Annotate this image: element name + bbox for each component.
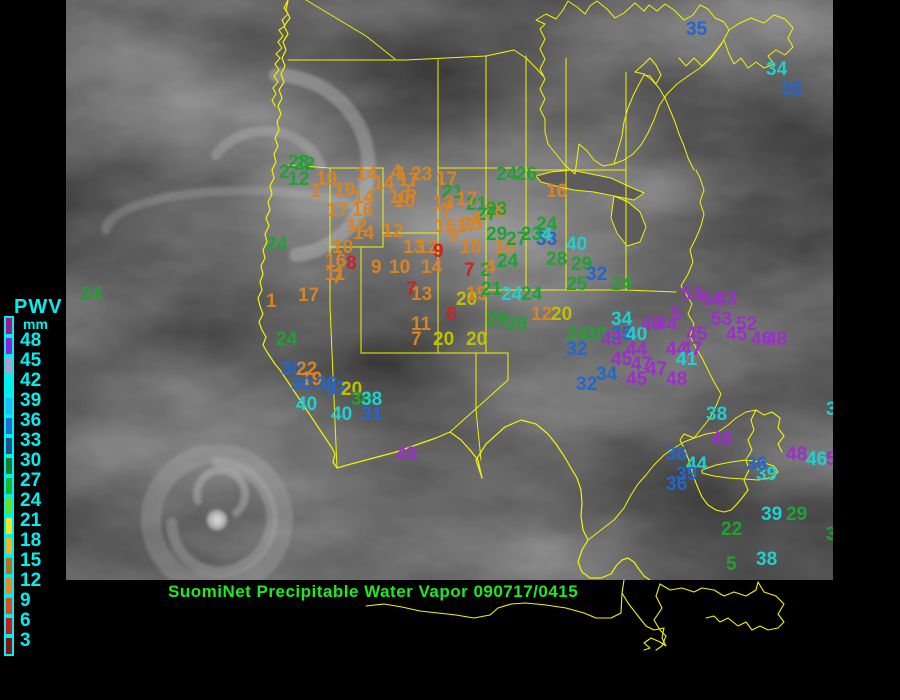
svg-text:7: 7 — [411, 329, 422, 350]
svg-text:21: 21 — [481, 279, 503, 300]
svg-text:41: 41 — [676, 349, 698, 370]
svg-text:12: 12 — [531, 304, 552, 325]
svg-text:29: 29 — [786, 504, 807, 525]
svg-text:40: 40 — [296, 394, 317, 415]
svg-text:48: 48 — [786, 444, 807, 465]
svg-text:26: 26 — [516, 164, 537, 185]
svg-text:45: 45 — [626, 369, 648, 390]
svg-text:1: 1 — [266, 291, 277, 312]
svg-text:38: 38 — [706, 404, 727, 425]
svg-text:5: 5 — [726, 554, 737, 575]
svg-text:17: 17 — [327, 200, 348, 221]
svg-text:16: 16 — [546, 181, 567, 202]
svg-text:25: 25 — [566, 274, 588, 295]
svg-text:24: 24 — [497, 251, 519, 272]
svg-text:29: 29 — [486, 309, 507, 330]
svg-text:12: 12 — [382, 221, 403, 242]
svg-text:24: 24 — [521, 284, 543, 305]
svg-text:17: 17 — [436, 169, 457, 190]
svg-text:48: 48 — [666, 369, 687, 390]
svg-text:40: 40 — [566, 234, 587, 255]
svg-text:22: 22 — [721, 519, 742, 540]
svg-text:14: 14 — [353, 223, 375, 244]
svg-text:48: 48 — [711, 429, 732, 450]
svg-text:7: 7 — [406, 279, 417, 300]
svg-text:7: 7 — [441, 201, 452, 222]
svg-text:28: 28 — [546, 249, 567, 270]
svg-text:9: 9 — [448, 226, 459, 247]
svg-text:39: 39 — [761, 504, 782, 525]
svg-text:24: 24 — [81, 284, 103, 305]
svg-text:47: 47 — [646, 359, 667, 380]
svg-text:38: 38 — [756, 549, 777, 570]
svg-text:8: 8 — [346, 253, 357, 274]
svg-text:49: 49 — [396, 444, 417, 465]
svg-text:24: 24 — [611, 274, 633, 295]
svg-text:23: 23 — [411, 164, 432, 185]
svg-text:15: 15 — [460, 237, 482, 258]
svg-text:12: 12 — [288, 169, 309, 190]
svg-text:36: 36 — [666, 444, 687, 465]
svg-text:46: 46 — [806, 449, 827, 470]
svg-text:6: 6 — [446, 304, 457, 325]
svg-text:36: 36 — [666, 474, 687, 495]
svg-text:17: 17 — [456, 189, 477, 210]
svg-text:43: 43 — [601, 329, 622, 350]
svg-text:7: 7 — [464, 260, 475, 281]
svg-text:20: 20 — [551, 304, 572, 325]
svg-text:35: 35 — [781, 79, 803, 100]
svg-text:24: 24 — [496, 164, 518, 185]
svg-text:4: 4 — [471, 209, 482, 230]
svg-text:34: 34 — [596, 364, 618, 385]
svg-text:30: 30 — [291, 374, 312, 395]
svg-text:1: 1 — [311, 181, 322, 202]
svg-text:48: 48 — [766, 329, 787, 350]
svg-text:32: 32 — [566, 339, 587, 360]
svg-text:5: 5 — [406, 182, 417, 203]
svg-text:34: 34 — [766, 59, 788, 80]
svg-text:20: 20 — [466, 329, 487, 350]
svg-text:40: 40 — [331, 404, 352, 425]
svg-text:39: 39 — [826, 524, 833, 545]
svg-text:53: 53 — [716, 289, 737, 310]
svg-text:53: 53 — [681, 284, 702, 305]
svg-text:32: 32 — [826, 399, 833, 420]
svg-text:10: 10 — [389, 257, 410, 278]
svg-text:4: 4 — [485, 257, 496, 278]
svg-text:17: 17 — [298, 285, 319, 306]
svg-text:9: 9 — [371, 257, 382, 278]
svg-text:32: 32 — [586, 264, 607, 285]
svg-text:35: 35 — [686, 19, 708, 40]
svg-text:5: 5 — [671, 304, 682, 325]
svg-text:20: 20 — [433, 329, 454, 350]
svg-text:29: 29 — [486, 224, 507, 245]
svg-text:14: 14 — [421, 257, 443, 278]
svg-text:24: 24 — [266, 234, 288, 255]
svg-text:34: 34 — [611, 309, 633, 330]
svg-text:24: 24 — [276, 329, 298, 350]
svg-text:55: 55 — [826, 449, 833, 470]
svg-text:36: 36 — [746, 454, 767, 475]
svg-text:24: 24 — [536, 214, 558, 235]
svg-text:29: 29 — [506, 314, 527, 335]
svg-text:38: 38 — [361, 389, 382, 410]
svg-text:7: 7 — [332, 267, 343, 288]
svg-text:19: 19 — [334, 180, 355, 201]
svg-text:45: 45 — [686, 324, 708, 345]
svg-text:32: 32 — [576, 374, 597, 395]
svg-text:24: 24 — [501, 284, 523, 305]
svg-text:23: 23 — [486, 199, 507, 220]
